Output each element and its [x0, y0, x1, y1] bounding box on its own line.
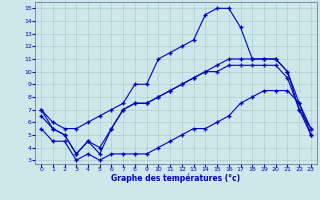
X-axis label: Graphe des températures (°c): Graphe des températures (°c) [111, 174, 241, 183]
